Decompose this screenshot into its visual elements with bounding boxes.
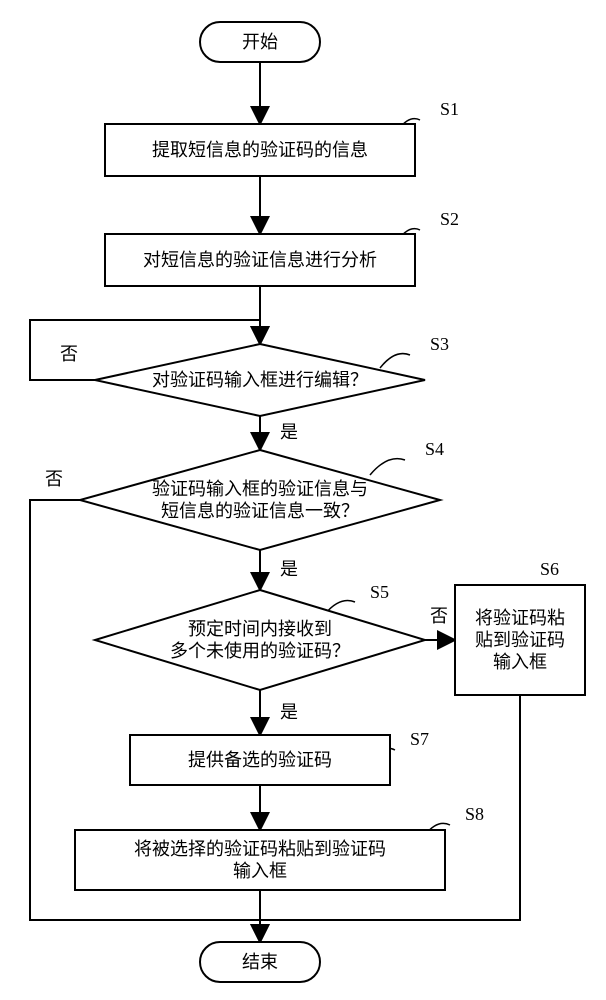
node-text: 输入框 [493,652,547,672]
edge-label: 是 [280,559,298,579]
node-text: 对验证码输入框进行编辑？ [152,370,368,390]
node-s3: 对验证码输入框进行编辑？ [95,344,425,416]
step-label: S8 [465,804,484,824]
node-start: 开始 [200,22,320,62]
edge-label: 否 [45,469,63,489]
step-label: S2 [440,209,459,229]
node-text: 验证码输入框的验证信息与 [152,479,368,499]
flowchart-canvas: 否是否是否是开始提取短信息的验证码的信息对短信息的验证信息进行分析对验证码输入框… [0,0,606,1000]
node-text: 结束 [242,952,278,972]
edge-label: 否 [60,344,78,364]
step-leader [380,354,410,368]
node-end: 结束 [200,942,320,982]
step-label: S6 [540,559,559,579]
decision-shape [80,450,440,550]
node-s2: 对短信息的验证信息进行分析 [105,234,415,286]
node-text: 将验证码粘 [475,608,565,628]
step-label: S3 [430,334,449,354]
node-text: 提取短信息的验证码的信息 [152,140,368,160]
node-text: 贴到验证码 [475,630,565,650]
node-s8: 将被选择的验证码粘贴到验证码输入框 [75,830,445,890]
edge-label: 是 [280,422,298,442]
node-text: 多个未使用的验证码？ [170,641,350,661]
node-s4: 验证码输入框的验证信息与短信息的验证信息一致？ [80,450,440,550]
step-label: S7 [410,729,429,749]
edge-label: 是 [280,702,298,722]
edge-label: 否 [430,606,448,626]
node-text: 预定时间内接收到 [188,619,332,639]
node-text: 将被选择的验证码粘贴到验证码 [134,839,386,859]
step-label: S5 [370,582,389,602]
step-leader [370,459,405,475]
step-label: S1 [440,99,459,119]
node-s5: 预定时间内接收到多个未使用的验证码？ [95,590,425,690]
node-s6: 将验证码粘贴到验证码输入框 [455,585,585,695]
decision-shape [95,590,425,690]
node-s7: 提供备选的验证码 [130,735,390,785]
node-s1: 提取短信息的验证码的信息 [105,124,415,176]
node-text: 输入框 [233,861,287,881]
node-text: 短信息的验证信息一致？ [161,501,359,521]
node-text: 开始 [242,32,278,52]
node-text: 提供备选的验证码 [188,750,332,770]
step-label: S4 [425,439,444,459]
node-text: 对短信息的验证信息进行分析 [143,250,377,270]
